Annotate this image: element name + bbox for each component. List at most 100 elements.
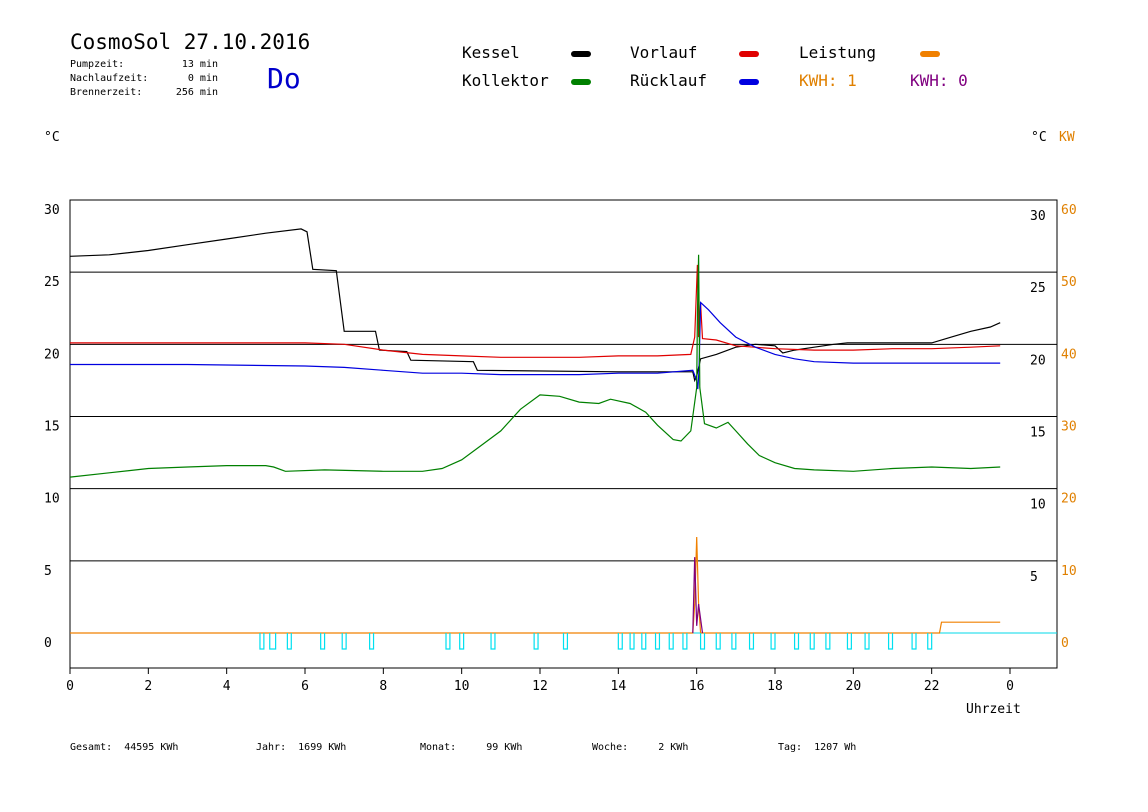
y-tick-label-left: 20 [44, 347, 60, 362]
x-tick-label: 2 [144, 679, 152, 694]
series-kollektor [69, 254, 1001, 478]
legend-kwh0-label: KWH: 0 [910, 71, 968, 90]
stat-tag: Tag: 1207 Wh [778, 742, 856, 753]
pump-pulse [490, 633, 496, 650]
info-value: 256 min [175, 87, 218, 98]
pump-pulse [459, 633, 465, 650]
info-nachlaufzeit: Nachlaufzeit: 0 min [70, 72, 218, 86]
x-tick-label: 0 [1006, 679, 1014, 694]
chart-grid [69, 199, 1058, 669]
legend-vorlauf-label: Vorlauf [630, 43, 698, 62]
pump-pulse [770, 633, 776, 650]
pump-pulse [341, 633, 347, 650]
pump-pulse [562, 633, 569, 650]
y-tick-label-right: 25 [1030, 281, 1046, 296]
stat-label: Monat: [420, 742, 457, 753]
legend-leistung-label: Leistung [799, 43, 877, 62]
x-tick-label: 12 [532, 679, 548, 694]
y-tick-label-right: 10 [1030, 498, 1046, 513]
legend-leistung-swatch [920, 51, 940, 57]
pump-pulse [927, 633, 933, 650]
series-kwh-0 [692, 557, 704, 634]
info-label: Pumpzeit: [70, 59, 125, 70]
stat-label: Woche: [592, 742, 629, 753]
x-tick-label: 8 [379, 679, 387, 694]
y-tick-label-kw: 0 [1061, 636, 1069, 651]
pump-pulse [629, 633, 635, 650]
stat-woche: Woche: 2 KWh [592, 742, 688, 753]
x-tick-label: 16 [689, 679, 705, 694]
pump-pulse [825, 633, 831, 650]
pump-pulse [533, 633, 539, 650]
chart-title: CosmoSol 27.10.2016 [70, 30, 311, 54]
pump-pulse [864, 633, 870, 650]
x-tick-label: 22 [924, 679, 940, 694]
stat-gesamt: Gesamt: 44595 KWh [70, 742, 178, 753]
x-tick-label: 4 [223, 679, 231, 694]
y-tick-label-kw: 10 [1061, 564, 1077, 579]
pump-pulse [846, 633, 852, 650]
stat-value: 1699 KWh [298, 742, 347, 753]
stat-label: Gesamt: [70, 742, 113, 753]
y-tick-label-right: 30 [1030, 209, 1046, 224]
pump-pulse [445, 633, 451, 650]
chart-series [69, 228, 1001, 650]
pump-pulse [617, 633, 623, 650]
info-value: 13 min [181, 59, 218, 70]
pump-pulse [641, 633, 647, 650]
pump-pulse [809, 633, 815, 650]
stat-monat: Monat: 99 KWh [420, 742, 522, 753]
pump-pulse [654, 633, 661, 650]
y-tick-label-kw: 40 [1061, 347, 1077, 362]
stat-label: Jahr: [256, 742, 287, 753]
y-tick-label-kw: 30 [1061, 420, 1077, 435]
legend-ruecklauf-swatch [739, 79, 759, 85]
x-tick-label: 10 [454, 679, 470, 694]
legend-kwh1-label: KWH: 1 [799, 71, 857, 90]
x-tick-label: 6 [301, 679, 309, 694]
x-tick-label: 20 [846, 679, 862, 694]
pump-pulse [699, 633, 706, 650]
plot-frame [69, 199, 1058, 669]
y-tick-label-left: 5 [44, 564, 52, 579]
stat-value: 44595 KWh [124, 742, 179, 753]
y-tick-label-left: 10 [44, 492, 60, 507]
stat-value: 1207 Wh [814, 742, 857, 753]
pump-pulse [793, 633, 800, 650]
pump-pulse [715, 633, 721, 650]
legend-kessel-swatch [571, 51, 591, 57]
legend-vorlauf-swatch [739, 51, 759, 57]
pump-pulse [259, 633, 265, 650]
y-tick-label-kw: 20 [1061, 492, 1077, 507]
stat-label: Tag: [778, 742, 803, 753]
info-label: Brennerzeit: [70, 87, 143, 98]
pump-pulse [369, 633, 375, 650]
y-tick-label-left: 0 [44, 636, 52, 651]
pump-pulse [748, 633, 755, 650]
x-tick-label: 14 [611, 679, 627, 694]
x-tick-label: 0 [66, 679, 74, 694]
stat-value: 2 KWh [658, 742, 689, 753]
right-axis-unit-c: °C [1031, 130, 1047, 145]
x-axis-label: Uhrzeit [966, 702, 1021, 717]
left-axis-unit: °C [44, 130, 60, 145]
y-tick-label-right: 5 [1030, 570, 1038, 585]
legend-kollektor-label: Kollektor [462, 71, 549, 90]
info-label: Nachlaufzeit: [70, 73, 149, 84]
chart-ticks: 0 2 4 6 8 10 12 14 16 18 20 22 030252015105030252015… [44, 203, 1077, 694]
pump-pulse [887, 633, 894, 650]
series-r-cklauf [70, 301, 1001, 390]
pump-pulse [731, 633, 737, 650]
stat-value: 99 KWh [486, 742, 523, 753]
y-tick-label-right: 20 [1030, 353, 1046, 368]
pump-pulse [269, 633, 277, 650]
legend-ruecklauf-label: Rücklauf [630, 71, 708, 90]
pump-pulse [668, 633, 674, 650]
right-axis-unit-kw: KW [1059, 130, 1075, 145]
x-tick-label: 18 [767, 679, 783, 694]
pump-pulse [286, 633, 292, 650]
y-tick-label-kw: 50 [1061, 275, 1077, 290]
legend-kessel-label: Kessel [462, 43, 520, 62]
series-vorlauf [70, 264, 1001, 358]
legend-kollektor-swatch [571, 79, 591, 85]
